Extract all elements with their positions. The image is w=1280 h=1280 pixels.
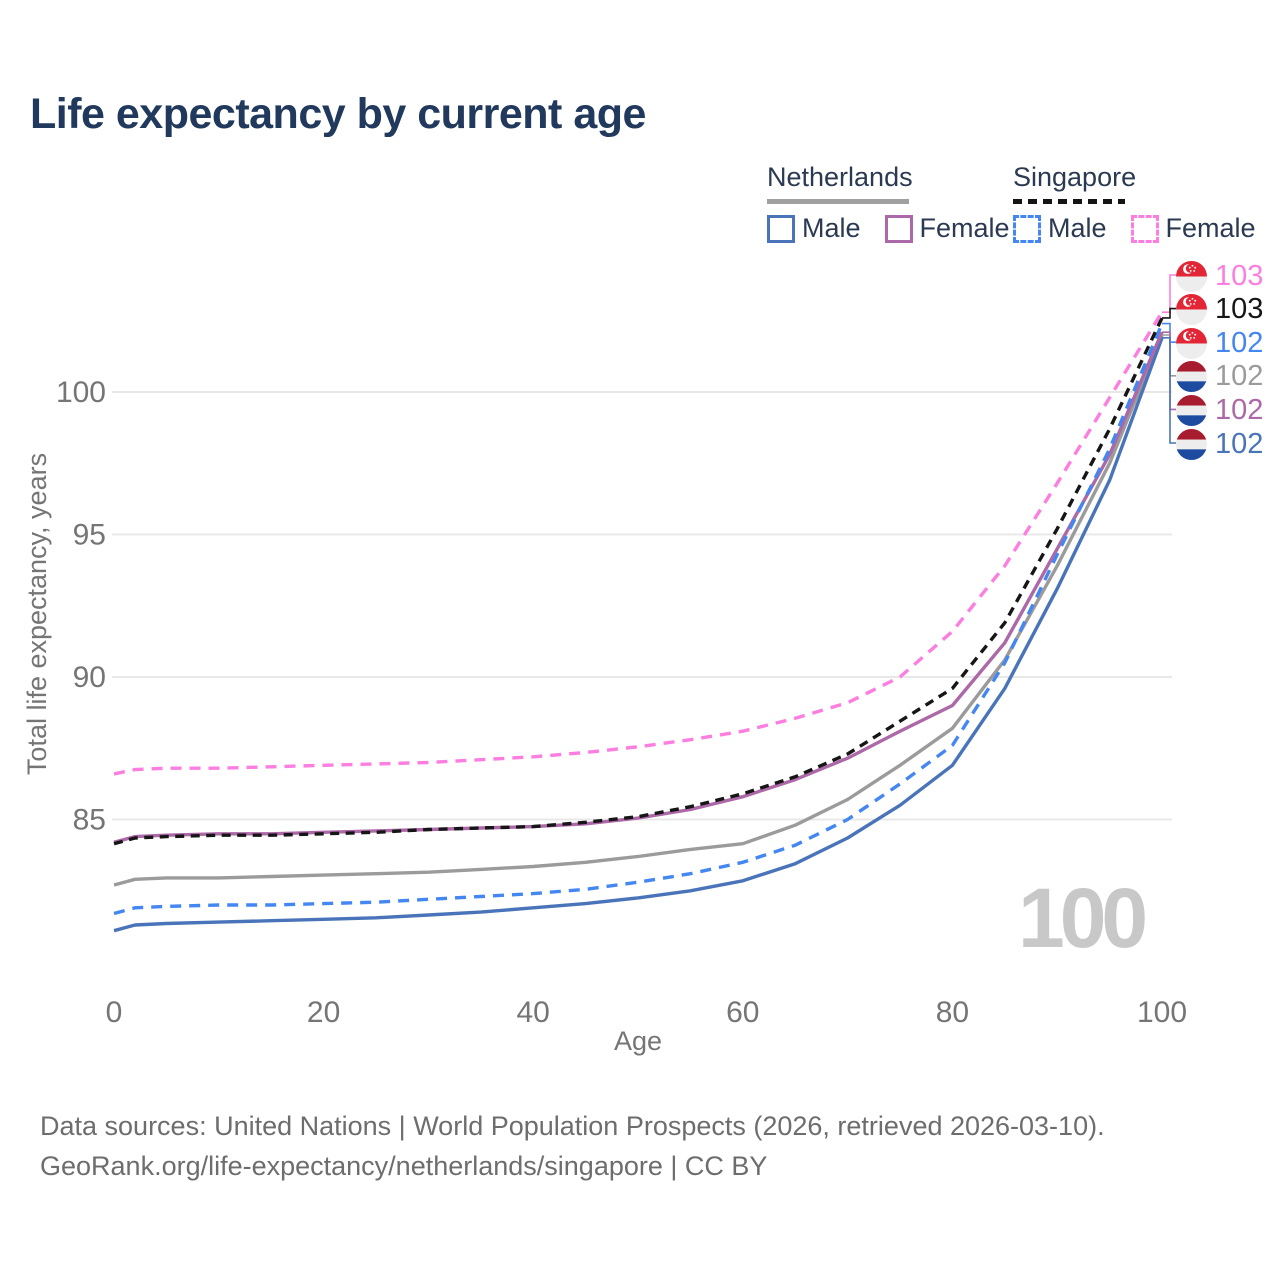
end-label-nl_female: 102	[1176, 394, 1263, 427]
end-label-connector	[1162, 307, 1176, 319]
legend-item-singapore-female[interactable]: Female	[1130, 213, 1256, 244]
series-line-nl_total	[113, 334, 1164, 887]
legend-country-singapore: Singapore	[1013, 162, 1137, 192]
end-label-connector	[1162, 331, 1176, 411]
netherlands-flag-icon	[1176, 394, 1207, 426]
singapore-dashed-line-key	[1013, 199, 1125, 204]
series-line-nl_male	[113, 337, 1164, 933]
singapore-female-swatch	[1130, 214, 1159, 243]
y-axis-title: Total life expectancy, years	[22, 453, 52, 775]
page-title: Life expectancy by current age	[30, 90, 646, 138]
end-label-nl_male: 102	[1176, 428, 1263, 461]
y-tick-label: 85	[73, 804, 106, 837]
netherlands-male-swatch	[767, 214, 795, 243]
x-axis-title: Age	[614, 1026, 662, 1056]
end-label-value: 103	[1215, 259, 1264, 292]
legend-item-netherlands-male[interactable]: Male	[767, 213, 861, 244]
end-label-value: 102	[1215, 393, 1264, 426]
singapore-male-swatch	[1013, 214, 1041, 243]
current-age-watermark: 100	[1018, 871, 1148, 965]
end-label-sg_total: 103	[1176, 293, 1263, 326]
end-label-value: 102	[1215, 326, 1264, 359]
x-tick-label: 100	[1137, 996, 1187, 1029]
legend-item-netherlands-female[interactable]: Female	[884, 213, 1010, 244]
legend-item-singapore-male[interactable]: Male	[1013, 213, 1107, 244]
singapore-flag-icon	[1176, 294, 1207, 326]
end-label-connector	[1162, 334, 1176, 377]
data-sources-text: Data sources: United Nations | World Pop…	[40, 1111, 1105, 1141]
y-tick-label: 95	[73, 519, 106, 552]
legend-group-singapore: Singapore Male Female	[1013, 162, 1256, 244]
netherlands-solid-line-key	[767, 199, 909, 204]
netherlands-flag-icon	[1176, 361, 1207, 393]
singapore-flag-icon	[1176, 260, 1207, 292]
footer: Data sources: United Nations | World Pop…	[40, 1106, 1105, 1186]
end-label-nl_total: 102	[1176, 360, 1263, 393]
legend-group-netherlands: Netherlands Male Female	[767, 162, 1010, 244]
source-url-text[interactable]: GeoRank.org/life-expectancy/netherlands/…	[40, 1151, 768, 1181]
legend-label: Male	[1048, 213, 1107, 243]
x-tick-label: 20	[307, 996, 340, 1029]
singapore-flag-icon	[1176, 327, 1207, 359]
legend-label: Female	[1165, 213, 1256, 243]
legend-label: Male	[802, 213, 861, 243]
end-label-sg_male: 102	[1176, 327, 1263, 360]
x-tick-label: 0	[106, 996, 123, 1029]
legend-country-netherlands: Netherlands	[767, 162, 913, 192]
end-label-value: 102	[1215, 427, 1264, 460]
end-label-value: 103	[1215, 293, 1264, 326]
end-label-sg_female: 103	[1176, 260, 1263, 293]
x-tick-label: 40	[517, 996, 550, 1029]
end-label-value: 102	[1215, 360, 1264, 393]
series-line-sg_female	[113, 311, 1164, 776]
legend-label: Female	[919, 213, 1010, 243]
x-tick-label: 60	[726, 996, 759, 1029]
series-line-sg_male	[113, 322, 1164, 916]
y-tick-label: 100	[56, 376, 106, 409]
netherlands-female-swatch	[884, 214, 913, 243]
netherlands-flag-icon	[1176, 428, 1207, 460]
series-line-sg_total	[113, 317, 1164, 846]
x-tick-label: 80	[936, 996, 969, 1029]
end-label-connector	[1162, 337, 1176, 444]
y-tick-label: 90	[73, 661, 106, 694]
end-label-connector	[1162, 274, 1176, 314]
